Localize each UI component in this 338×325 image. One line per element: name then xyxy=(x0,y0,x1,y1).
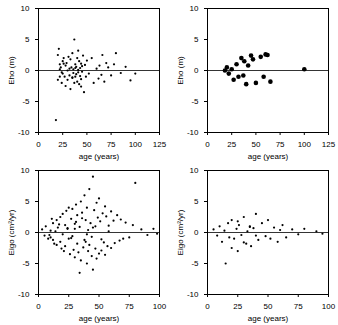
svg-text:5: 5 xyxy=(25,197,30,206)
svg-text:5: 5 xyxy=(25,35,30,44)
svg-text:age (years): age (years) xyxy=(79,152,120,161)
svg-text:Eigo (cm²/yr): Eigo (cm²/yr) xyxy=(176,209,185,255)
svg-text:100: 100 xyxy=(129,140,143,149)
svg-text:-5: -5 xyxy=(191,259,199,268)
svg-text:75: 75 xyxy=(294,302,303,311)
svg-text:10: 10 xyxy=(190,166,199,175)
svg-text:125: 125 xyxy=(322,140,336,149)
svg-text:Eigo (cm²/yr): Eigo (cm²/yr) xyxy=(7,209,16,255)
svg-text:75: 75 xyxy=(276,140,285,149)
svg-text:-10: -10 xyxy=(187,290,199,299)
svg-text:25: 25 xyxy=(64,302,73,311)
svg-text:100: 100 xyxy=(298,140,312,149)
svg-text:10: 10 xyxy=(190,4,199,13)
svg-text:0: 0 xyxy=(205,140,210,149)
svg-text:0: 0 xyxy=(36,140,41,149)
svg-text:10: 10 xyxy=(21,166,30,175)
svg-text:10: 10 xyxy=(21,4,30,13)
svg-text:age (years): age (years) xyxy=(248,314,289,323)
svg-text:0: 0 xyxy=(194,66,199,75)
svg-text:age (years): age (years) xyxy=(248,152,289,161)
svg-text:-10: -10 xyxy=(187,128,199,137)
svg-text:50: 50 xyxy=(95,302,104,311)
svg-text:25: 25 xyxy=(58,140,67,149)
svg-text:0: 0 xyxy=(25,66,30,75)
svg-text:125: 125 xyxy=(153,140,167,149)
svg-text:25: 25 xyxy=(227,140,236,149)
svg-text:50: 50 xyxy=(82,140,91,149)
svg-text:25: 25 xyxy=(233,302,242,311)
svg-text:100: 100 xyxy=(322,302,336,311)
svg-text:100: 100 xyxy=(153,302,167,311)
svg-text:-5: -5 xyxy=(22,97,30,106)
svg-text:75: 75 xyxy=(125,302,134,311)
svg-text:5: 5 xyxy=(194,35,199,44)
svg-text:50: 50 xyxy=(264,302,273,311)
svg-text:-10: -10 xyxy=(18,128,30,137)
svg-text:0: 0 xyxy=(36,302,41,311)
svg-text:-5: -5 xyxy=(191,97,199,106)
svg-text:Eho (m): Eho (m) xyxy=(7,56,16,85)
svg-text:50: 50 xyxy=(251,140,260,149)
svg-text:5: 5 xyxy=(194,197,199,206)
svg-text:0: 0 xyxy=(205,302,210,311)
svg-text:0: 0 xyxy=(25,228,30,237)
svg-text:Eho (m): Eho (m) xyxy=(176,56,185,85)
svg-text:-5: -5 xyxy=(22,259,30,268)
svg-text:age (years): age (years) xyxy=(79,314,120,323)
svg-text:0: 0 xyxy=(194,228,199,237)
svg-text:-10: -10 xyxy=(18,290,30,299)
svg-text:75: 75 xyxy=(107,140,116,149)
